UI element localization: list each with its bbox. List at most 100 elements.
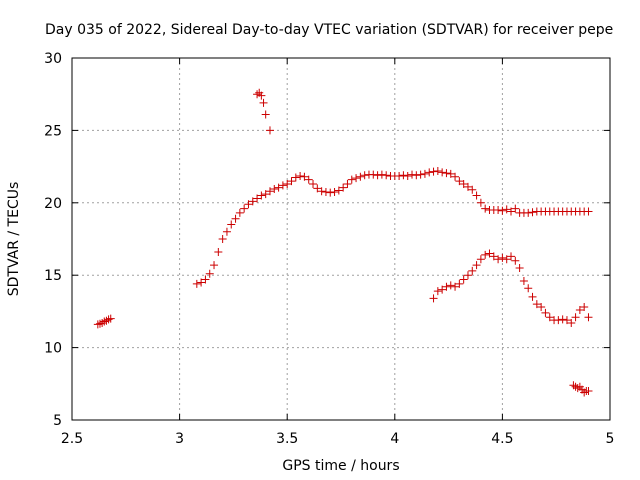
y-tick-label: 25: [44, 123, 62, 139]
data-point: [584, 207, 593, 216]
plot-frame: [71, 57, 611, 421]
data-point: [283, 179, 292, 188]
data-point: [382, 171, 391, 180]
series-track-a: [93, 314, 115, 329]
data-point: [573, 384, 582, 393]
data-point: [580, 303, 589, 312]
data-point: [201, 275, 210, 284]
chart-tick-labels: 2.5 3 3.5 4 4.5 5 5 10 15 20 25 30: [44, 51, 614, 447]
y-axis-label: SDTVAR / TECUs: [6, 182, 22, 297]
x-tick-label: 5: [606, 431, 615, 447]
y-tick-label: 10: [44, 341, 62, 357]
data-point: [489, 252, 498, 261]
data-point: [104, 315, 113, 324]
data-point: [106, 314, 115, 323]
data-point: [519, 276, 528, 285]
data-point: [532, 300, 541, 309]
data-point: [498, 253, 507, 262]
data-point: [395, 172, 404, 181]
y-tick-label: 20: [44, 196, 62, 212]
data-point: [545, 313, 554, 322]
data-point: [442, 282, 451, 291]
data-point: [352, 174, 361, 183]
data-point: [446, 281, 455, 290]
data-point: [235, 208, 244, 217]
data-point: [330, 187, 339, 196]
data-point: [502, 205, 511, 214]
data-point: [494, 206, 503, 215]
chart-points: [93, 88, 593, 397]
data-point: [231, 214, 240, 223]
x-tick-label: 3.5: [276, 431, 298, 447]
series-track-b-outliers: [253, 88, 274, 135]
data-point: [192, 279, 201, 288]
data-point: [468, 266, 477, 275]
data-point: [580, 388, 589, 397]
data-point: [537, 303, 546, 312]
data-point: [524, 208, 533, 217]
x-tick-label: 3: [175, 431, 184, 447]
data-point: [468, 185, 477, 194]
data-point: [287, 177, 296, 186]
data-point: [403, 172, 412, 181]
data-point: [498, 206, 507, 215]
data-point: [399, 171, 408, 180]
x-tick-label: 2.5: [61, 431, 83, 447]
data-point: [528, 208, 537, 217]
data-point: [197, 278, 206, 287]
data-point: [507, 207, 516, 216]
data-point: [575, 305, 584, 314]
data-point: [257, 91, 266, 100]
data-point: [377, 170, 386, 179]
data-point: [528, 292, 537, 301]
data-point: [472, 261, 481, 270]
data-point: [455, 177, 464, 186]
data-point: [98, 318, 107, 327]
data-point: [472, 191, 481, 200]
data-point: [291, 173, 300, 182]
data-point: [343, 179, 352, 188]
data-point: [571, 313, 580, 322]
data-point: [562, 316, 571, 325]
data-point: [451, 282, 460, 291]
data-point: [584, 387, 593, 396]
data-point: [524, 284, 533, 293]
data-point: [412, 171, 421, 180]
data-point: [511, 204, 520, 213]
data-point: [253, 90, 262, 99]
data-point: [300, 172, 309, 181]
data-point: [567, 318, 576, 327]
data-point: [100, 317, 109, 326]
data-point: [476, 198, 485, 207]
data-point: [261, 110, 270, 119]
data-point: [584, 313, 593, 322]
y-tick-label: 5: [53, 413, 62, 429]
data-point: [265, 126, 274, 135]
data-point: [438, 168, 447, 177]
data-point: [373, 171, 382, 180]
data-point: [317, 187, 326, 196]
data-point: [425, 168, 434, 177]
series-track-c: [192, 166, 593, 288]
data-point: [429, 167, 438, 176]
data-point: [433, 287, 442, 296]
data-point: [313, 184, 322, 193]
chart-ticks: [71, 57, 611, 421]
data-point: [463, 182, 472, 191]
data-point: [205, 269, 214, 278]
x-axis-label: GPS time / hours: [282, 458, 399, 474]
data-point: [494, 255, 503, 264]
data-point: [102, 316, 111, 325]
data-point: [265, 187, 274, 196]
data-point: [438, 285, 447, 294]
y-tick-label: 30: [44, 51, 62, 67]
chart-title: Day 035 of 2022, Sidereal Day-to-day VTE…: [45, 22, 613, 38]
data-point: [210, 261, 219, 270]
data-point: [476, 255, 485, 264]
data-point: [253, 194, 262, 203]
data-point: [304, 175, 313, 184]
data-point: [569, 381, 578, 390]
data-point: [446, 169, 455, 178]
data-point: [270, 185, 279, 194]
